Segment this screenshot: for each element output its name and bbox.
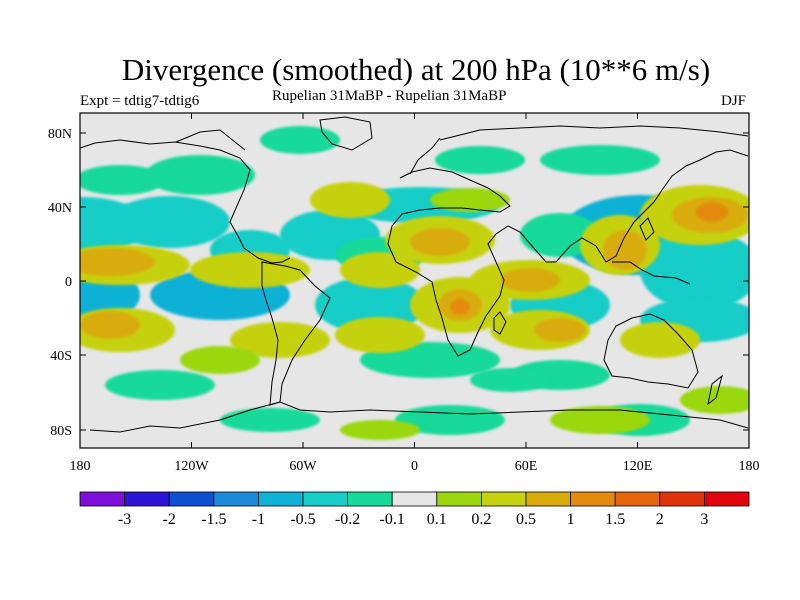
divergence-contour [220, 408, 320, 432]
lat-tick-label: 40N [48, 201, 72, 216]
divergence-contour [230, 322, 330, 358]
divergence-contour [80, 311, 140, 339]
colorbar-swatch [213, 491, 259, 507]
divergence-contour [340, 420, 420, 440]
colorbar-label: 1.5 [605, 511, 625, 528]
colorbar-label: 0.1 [427, 511, 447, 528]
experiment-label: Expt = tdtig7-tdtig6 [80, 93, 200, 109]
lat-tick-label: 0 [65, 275, 72, 290]
colorbar-label: 1 [567, 511, 575, 528]
divergence-contour [620, 322, 700, 358]
divergence-contour [550, 406, 650, 434]
latitude-axis: 80N 40N 0 40S 80S [48, 127, 749, 439]
divergence-contour [534, 318, 586, 342]
lon-tick-label: 60E [515, 459, 538, 474]
divergence-contour [190, 252, 310, 288]
lat-tick-label: 80N [48, 127, 72, 142]
colorbar-label: -3 [118, 511, 131, 528]
colorbar-label: -0.1 [380, 511, 405, 528]
divergence-contour [680, 386, 749, 414]
lon-tick-label: 120W [174, 459, 209, 474]
colorbar-swatch [525, 491, 571, 507]
divergence-contour [520, 213, 600, 257]
divergence-contour [450, 299, 470, 315]
lat-tick-label: 40S [50, 349, 72, 364]
divergence-contour [540, 145, 660, 175]
colorbar-swatch [124, 491, 170, 507]
season-label: DJF [721, 93, 747, 109]
map-title: Divergence (smoothed) at 200 hPa (10**6 … [121, 52, 711, 87]
colorbar-swatch [614, 491, 661, 507]
colorbar-label: -1.5 [201, 511, 226, 528]
colorbar-label: -1 [252, 511, 265, 528]
longitude-axis: 180 120W 60W 0 60E 120E 180 [70, 113, 760, 474]
colorbar-label: -0.5 [290, 511, 315, 528]
divergence-contour [260, 126, 340, 154]
colorbar-swatch [79, 491, 125, 507]
lat-tick-label: 80S [50, 424, 72, 439]
colorbar-swatch [391, 491, 438, 507]
lon-tick-label: 120E [623, 459, 653, 474]
divergence-contour [80, 248, 155, 276]
divergence-contour [435, 146, 525, 174]
colorbar-label: 0.5 [516, 511, 536, 528]
colorbar-swatch [168, 491, 215, 507]
colorbar-swatch [704, 491, 750, 507]
lon-tick-label: 0 [411, 459, 418, 474]
divergence-contour [310, 182, 390, 218]
divergence-contour [80, 165, 165, 195]
colorbar-swatch [480, 491, 527, 507]
colorbar-swatch [257, 491, 304, 507]
divergence-contour [105, 370, 215, 400]
divergence-contour [430, 188, 510, 212]
divergence-contour [410, 228, 470, 256]
colorbar-swatch [570, 491, 616, 507]
colorbar-swatch [347, 491, 393, 507]
divergence-contour [603, 230, 647, 270]
subtitle: Rupelian 31MaBP - Rupelian 31MaBP [272, 88, 507, 104]
colorbar-swatch [659, 491, 705, 507]
divergence-contour [335, 317, 425, 353]
divergence-field [80, 126, 749, 440]
colorbar-label: 0.2 [471, 511, 491, 528]
divergence-contour [500, 268, 560, 292]
divergence-contour [470, 368, 550, 392]
divergence-contour [696, 202, 728, 222]
colorbar-swatch [436, 491, 482, 507]
lon-tick-label: 180 [70, 459, 91, 474]
divergence-contour [180, 346, 260, 374]
lon-tick-label: 180 [739, 459, 760, 474]
colorbar-label: 3 [700, 511, 708, 528]
divergence-contour [145, 155, 255, 195]
divergence-contour [110, 196, 230, 248]
colorbar-swatch [302, 491, 348, 507]
divergence-contour [640, 230, 749, 310]
divergence-contour [340, 252, 420, 288]
lon-tick-label: 60W [289, 459, 317, 474]
coastlines [80, 116, 749, 433]
colorbar-label: -2 [163, 511, 176, 528]
colorbar-label: 2 [656, 511, 664, 528]
colorbar-label: -0.2 [335, 511, 360, 528]
colorbar: -3 -2 -1.5 -1 -0.5 -0.2 -0.1 0.1 0.2 0.5 1 1.5 2 3 [79, 491, 750, 528]
